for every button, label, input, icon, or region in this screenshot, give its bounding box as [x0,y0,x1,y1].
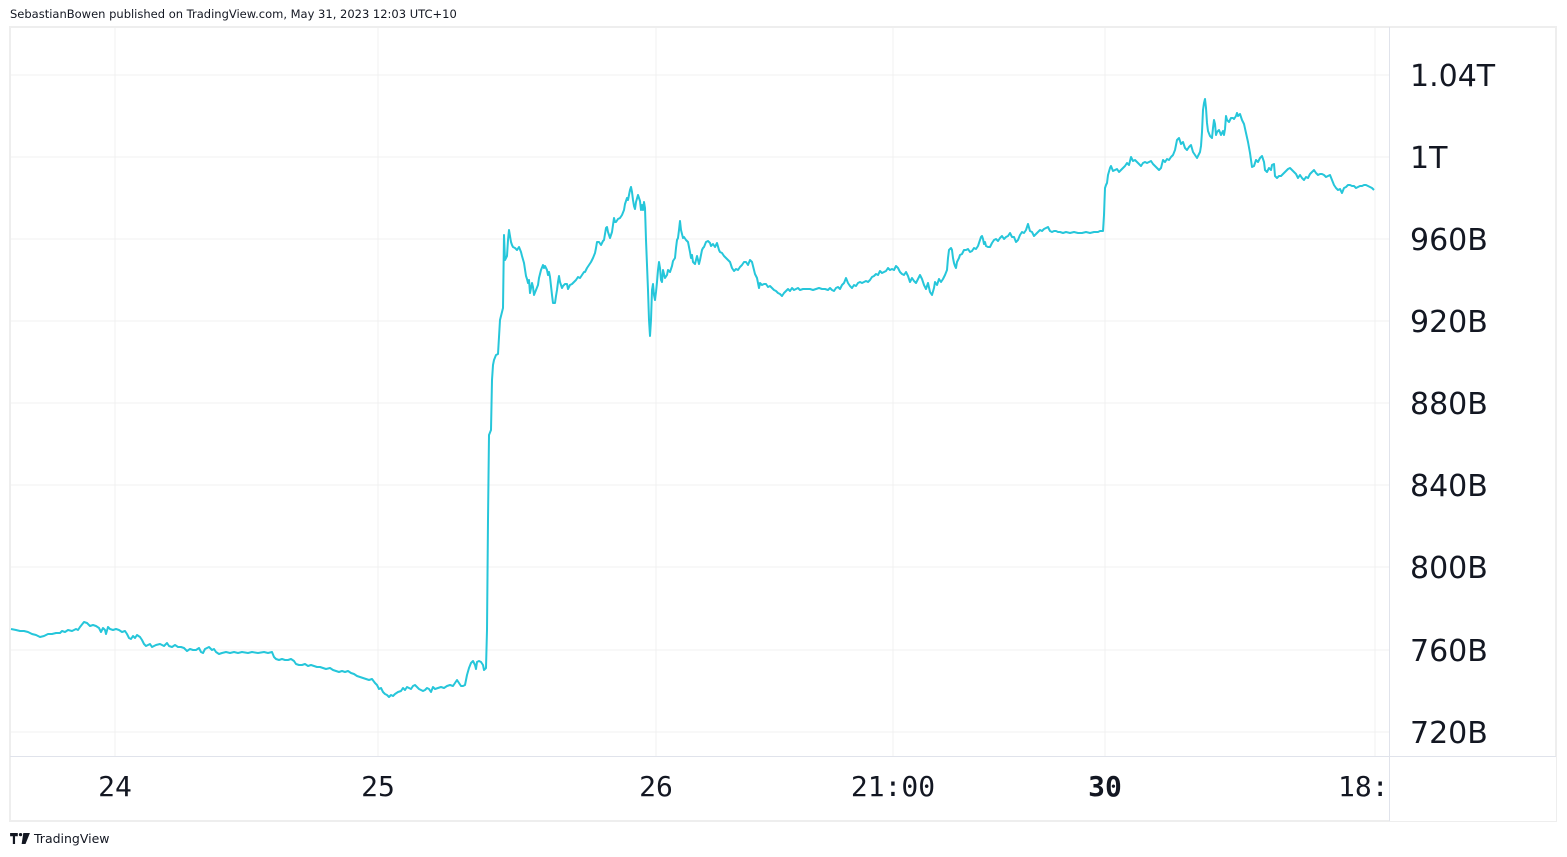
time-label: 24 [98,770,132,803]
footer-branding[interactable]: TradingView [10,831,110,846]
vertical-gridlines [114,28,1376,756]
tradingview-brand: TradingView [34,831,110,846]
price-label: 960B [1410,223,1488,258]
price-label: 760B [1410,634,1488,669]
time-axis[interactable]: 24 25 26 21:00 30 18:0 [98,770,1405,803]
chart-frame [9,26,1557,822]
price-axis-corner [1390,757,1556,821]
tradingview-logo-icon [10,833,30,844]
price-label: 920B [1410,305,1488,340]
time-label: 21:00 [851,770,935,803]
price-label: 840B [1410,469,1488,504]
time-label: 25 [361,770,395,803]
price-axis[interactable]: 1.04T 1T 960B 920B 880B 840B 800B 760B 7… [1410,59,1496,751]
price-label: 1.04T [1410,59,1496,94]
publisher-attribution: SebastianBowen published on TradingView.… [10,7,457,21]
time-label: 30 [1088,770,1122,803]
price-label: 720B [1410,716,1488,751]
price-line [10,98,1375,698]
price-label: 800B [1410,551,1488,586]
price-label: 1T [1410,141,1448,176]
time-label: 26 [639,770,673,803]
horizontal-gridlines [11,74,1389,733]
price-label: 880B [1410,387,1488,422]
